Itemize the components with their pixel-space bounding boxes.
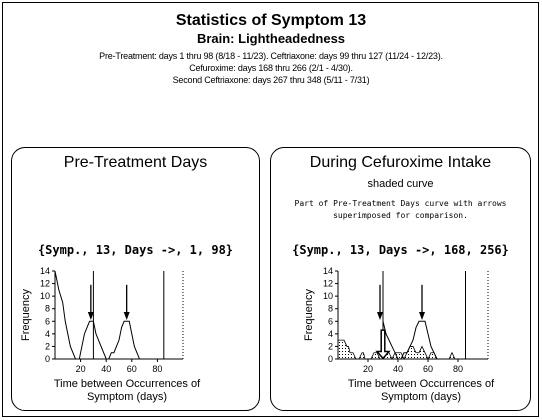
left-chart-arrow-head [87,312,94,321]
info-line-3: Second Ceftriaxone: days 267 thru 348 (5… [172,75,370,85]
left-chart-y-tick-label: 0 [45,354,50,364]
right-chart-x-axis-label-line2: Symptom (days) [381,391,461,403]
left-chart-y-axis-label: Frequency [20,289,32,341]
right-shade-note: shaded curve [367,178,434,190]
left-chart: 0 2 4 6 8 10 12 14 20 40 60 80 Frequency Time between… [20,266,201,403]
right-chart-x-tick-label: 20 [363,364,373,374]
page-title: Statistics of Symptom 13 [175,12,367,29]
right-chart-y-tick-label: 0 [328,354,333,364]
right-desc-line-2: superimposed for comparison. [333,211,468,220]
right-chart-y-tick-label: 14 [323,266,333,276]
right-set-label: {Symp., 13, Days ->, 168, 256} [292,243,509,257]
right-chart-x-tick-label: 60 [423,364,433,374]
left-chart-x-tick-label: 40 [101,364,111,374]
left-chart-curve [54,270,145,360]
right-chart-panel: During Cefuroxime Intake shaded curve Pa… [270,147,531,411]
right-chart-x-tick-label: 80 [453,364,463,374]
info-line-2: Cefuroxime: days 168 thru 266 (2/1 - 4/3… [189,63,353,73]
right-chart-y-tick-label: 6 [328,316,333,326]
left-chart-x-axis-label-line2: Symptom (days) [87,391,167,403]
left-panel-title: Pre-Treatment Days [63,154,208,171]
left-chart-y-tick-label: 2 [45,341,50,351]
left-chart-y-tick-label: 4 [45,329,50,339]
right-chart-curve [382,320,443,360]
left-set-label: {Symp., 13, Days ->, 1, 98} [37,243,234,257]
left-chart-x-axis-label-line1: Time between Occurrences of [54,378,201,390]
right-chart-y-tick-label: 10 [323,291,333,301]
right-chart-y-axis-label: Frequency [303,289,315,341]
info-line-1: Pre-Treatment: days 1 thru 98 (8/18 - 11… [99,51,443,61]
right-chart-y-tick-label: 12 [323,279,333,289]
left-chart-arrow-head [123,312,130,321]
left-chart-y-tick-label: 6 [45,316,50,326]
right-desc-line-1: Part of Pre-Treatment Days curve with ar… [294,199,507,208]
left-chart-y-tick-label: 10 [40,291,50,301]
right-chart-y-tick-label: 8 [328,304,333,314]
right-description: Part of Pre-Treatment Days curve with ar… [271,198,530,222]
left-chart-panel: Pre-Treatment Days {Symp., 13, Days ->, … [11,147,260,411]
left-chart-x-tick-label: 80 [152,364,162,374]
right-chart-big-arrow [375,329,391,360]
page-frame [2,2,539,417]
left-chart-y-tick-label: 14 [40,266,50,276]
right-chart: 0 2 4 6 8 10 12 14 20 40 60 80 Frequency Time between… [303,266,495,403]
right-chart-arrow-head [419,312,425,321]
right-chart-y-tick-label: 4 [328,329,333,339]
page-subtitle: Brain: Lightheadedness [196,31,346,46]
right-chart-y-tick-label: 2 [328,341,333,351]
right-panel-title: During Cefuroxime Intake [309,154,492,171]
left-chart-x-tick-label: 20 [76,364,86,374]
left-chart-x-tick-label: 60 [127,364,137,374]
left-chart-y-tick-label: 12 [40,279,50,289]
right-chart-x-tick-label: 40 [393,364,403,374]
right-chart-x-axis-label-line1: Time between Occurrences of [348,378,495,390]
left-chart-y-tick-label: 8 [45,304,50,314]
right-chart-arrow-head [377,312,383,321]
